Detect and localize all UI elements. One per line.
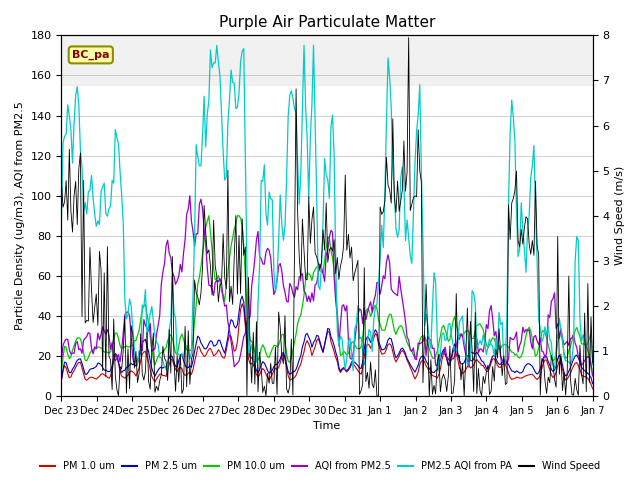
- Y-axis label: Particle Density (ug/m3), AQI from PM2.5: Particle Density (ug/m3), AQI from PM2.5: [15, 101, 25, 330]
- Text: BC_pa: BC_pa: [72, 50, 109, 60]
- X-axis label: Time: Time: [314, 421, 340, 432]
- Title: Purple Air Particulate Matter: Purple Air Particulate Matter: [219, 15, 435, 30]
- Legend: PM 1.0 um, PM 2.5 um, PM 10.0 um, AQI from PM2.5, PM2.5 AQI from PA, Wind Speed: PM 1.0 um, PM 2.5 um, PM 10.0 um, AQI fr…: [36, 457, 604, 475]
- Bar: [61, 36, 593, 85]
- Y-axis label: Wind Speed (m/s): Wind Speed (m/s): [615, 166, 625, 265]
